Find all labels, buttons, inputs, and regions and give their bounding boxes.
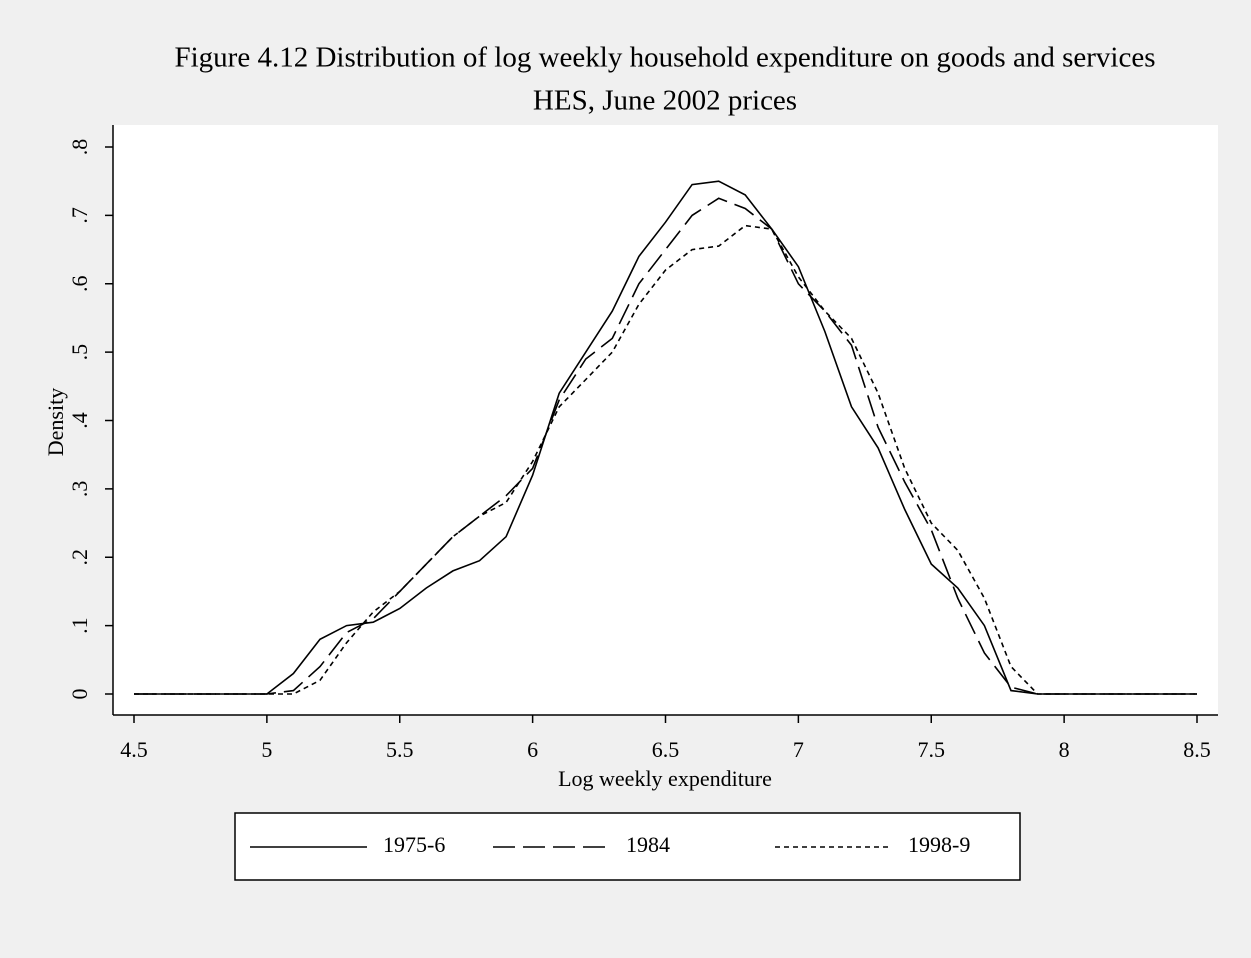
x-tick-label: 6 bbox=[527, 737, 538, 762]
y-axis-title: Density bbox=[43, 388, 68, 456]
legend-label: 1984 bbox=[626, 832, 670, 857]
y-tick-label: .4 bbox=[67, 412, 92, 429]
chart-subtitle: HES, June 2002 prices bbox=[533, 85, 797, 117]
series-line bbox=[134, 180, 1197, 695]
y-tick-label: .2 bbox=[67, 549, 92, 566]
x-tick-label: 5.5 bbox=[386, 737, 414, 762]
y-tick-label: .1 bbox=[67, 617, 92, 634]
x-tick-label: 4.5 bbox=[120, 737, 148, 762]
y-tick-label: .6 bbox=[67, 276, 92, 293]
x-axis-title: Log weekly expenditure bbox=[558, 766, 772, 791]
y-tick-label: .7 bbox=[67, 207, 92, 224]
y-tick-label: .5 bbox=[67, 344, 92, 361]
chart-title: Figure 4.12 Distribution of log weekly h… bbox=[174, 42, 1155, 74]
x-tick-label: 6.5 bbox=[652, 737, 680, 762]
y-tick-label: 0 bbox=[67, 689, 92, 700]
y-tick-label: .8 bbox=[67, 139, 92, 156]
x-tick-label: 8 bbox=[1059, 737, 1070, 762]
series-line bbox=[134, 197, 1197, 695]
y-tick-label: .3 bbox=[67, 481, 92, 498]
x-tick-label: 5 bbox=[261, 737, 272, 762]
legend-label: 1975-6 bbox=[383, 832, 445, 857]
x-tick-label: 7.5 bbox=[918, 737, 946, 762]
series-line bbox=[134, 224, 1197, 695]
x-tick-label: 7 bbox=[793, 737, 804, 762]
x-tick-label: 8.5 bbox=[1183, 737, 1211, 762]
legend-label: 1998-9 bbox=[908, 832, 970, 857]
plot-area bbox=[113, 125, 1218, 715]
